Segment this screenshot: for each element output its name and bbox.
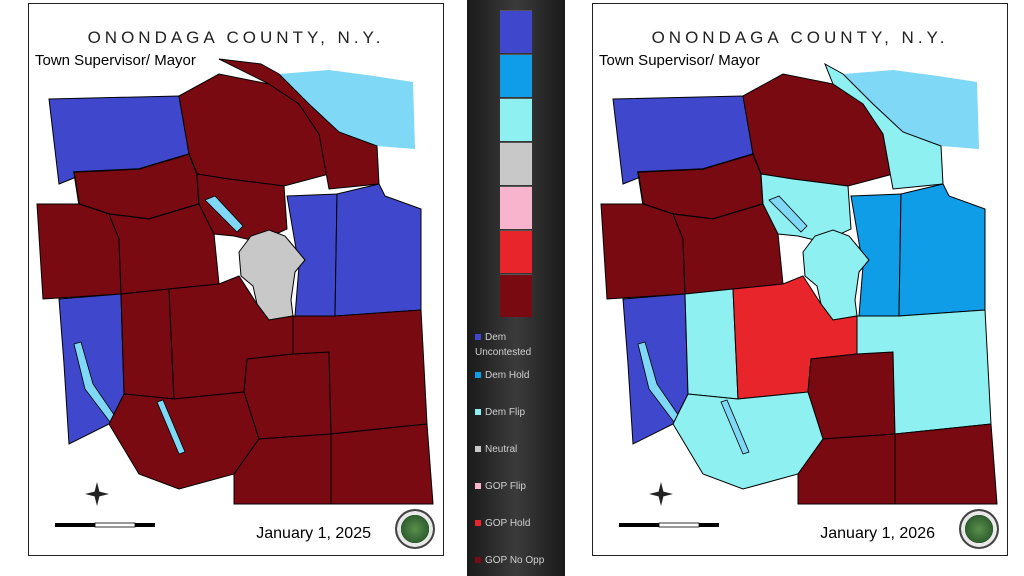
office-title: Town Supervisor/ Mayor (35, 52, 196, 69)
town-marcellus (120, 288, 175, 400)
town-marcellus (684, 288, 739, 400)
legend-swatch-gop-flip (500, 186, 532, 229)
town-lafayette (807, 351, 896, 440)
county-title: ONONDAGA COUNTY, N.Y. (87, 28, 385, 47)
legend-item-dem-flip: Dem Flip (475, 405, 563, 420)
county-map (600, 62, 998, 506)
town-lafayette (243, 351, 332, 440)
scale-bar (55, 517, 175, 537)
county-title: ONONDAGA COUNTY, N.Y. (651, 28, 949, 47)
lake-otisco (156, 399, 186, 455)
map-date: January 1, 2025 (256, 525, 371, 542)
county-seal-icon (395, 509, 435, 549)
town-manlius (898, 183, 986, 317)
legend-swatch-gop-hold (500, 230, 532, 273)
town-fabius (330, 423, 434, 505)
town-fabius (894, 423, 998, 505)
town-camillus (672, 203, 784, 295)
map-date: January 1, 2026 (820, 525, 935, 542)
office-title: Town Supervisor/ Mayor (599, 52, 760, 69)
map-panel-2025: ONONDAGA COUNTY, N.Y. Town Supervisor/ M… (28, 3, 444, 556)
legend-swatch-dem-hold (500, 54, 532, 97)
legend-swatch-dem-flip (500, 98, 532, 141)
legend-item-dem-uncontested: Dem Uncontested (475, 332, 532, 358)
map-panel-2026: ONONDAGA COUNTY, N.Y. Town Supervisor/ M… (592, 3, 1008, 556)
legend: Dem Uncontested Dem Hold Dem Flip Neutra… (467, 0, 565, 576)
legend-item-neutral: Neutral (475, 442, 563, 457)
town-manlius (334, 183, 422, 317)
lake-oneida (843, 70, 979, 149)
legend-item-gop-no-opp: GOP No Opp (475, 553, 563, 568)
legend-swatch-gop-no-opp (500, 274, 532, 317)
scale-bar (619, 517, 739, 537)
town-elbridge (600, 203, 686, 300)
town-elbridge (36, 203, 122, 300)
lake-onondaga (768, 195, 808, 233)
compass-rose-icon (649, 482, 673, 506)
compass-rose-icon (85, 482, 109, 506)
county-seal-icon (959, 509, 999, 549)
legend-item-dem-hold: Dem Hold (475, 368, 563, 383)
lake-otisco (720, 399, 750, 455)
lake-oneida (279, 70, 415, 149)
legend-item-gop-flip: GOP Flip (475, 479, 563, 494)
town-cicero (218, 58, 380, 190)
legend-item-gop-hold: GOP Hold (475, 516, 563, 531)
city-syracuse (802, 229, 870, 321)
legend-swatch-dem-uncontested (500, 10, 532, 53)
town-camillus (108, 203, 220, 295)
county-map (36, 58, 434, 506)
lake-onondaga (204, 195, 244, 233)
legend-swatch-neutral (500, 142, 532, 185)
city-syracuse (238, 229, 306, 321)
